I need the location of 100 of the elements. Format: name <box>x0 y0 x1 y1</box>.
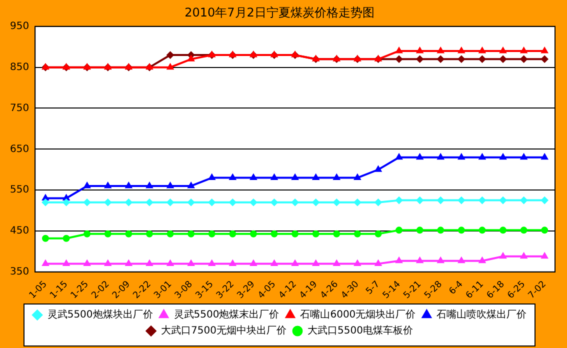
point <box>42 194 49 201</box>
point <box>333 198 340 206</box>
point <box>229 260 236 266</box>
y-tick-label: 950 <box>10 20 30 32</box>
point <box>62 198 70 206</box>
point <box>292 174 298 180</box>
point <box>42 234 49 242</box>
legend-label: 石嘴山6000无烟块出厂价 <box>300 308 416 321</box>
point <box>188 260 194 266</box>
point <box>250 174 257 180</box>
point <box>354 174 361 180</box>
point <box>292 230 299 238</box>
point <box>396 226 403 234</box>
point <box>396 47 402 54</box>
point <box>541 47 548 54</box>
point <box>541 226 548 234</box>
y-tick-label: 650 <box>10 144 30 155</box>
point <box>437 196 444 204</box>
point <box>374 198 382 206</box>
point <box>208 198 216 206</box>
point <box>478 226 486 234</box>
point <box>312 198 320 206</box>
point <box>500 196 507 204</box>
point <box>188 56 194 62</box>
point <box>500 56 507 63</box>
legend-label: 大武口5500电煤车板价 <box>308 324 413 337</box>
point <box>437 226 444 234</box>
y-tick-label: 850 <box>10 62 30 73</box>
point <box>354 230 361 238</box>
point <box>208 260 216 266</box>
point <box>437 257 444 264</box>
point <box>146 230 153 238</box>
point <box>541 56 548 63</box>
point <box>312 260 320 266</box>
point <box>42 260 49 266</box>
point <box>188 230 195 238</box>
point <box>500 252 506 259</box>
point <box>208 230 216 238</box>
point <box>374 230 382 238</box>
point <box>104 182 112 188</box>
point <box>229 174 236 180</box>
point <box>396 154 402 160</box>
point <box>229 230 236 238</box>
point <box>458 226 465 234</box>
point <box>146 198 153 206</box>
legend-label: 灵武5500炮煤块出厂价 <box>47 308 153 321</box>
point <box>104 230 112 238</box>
chart-title: 2010年7月2日宁夏煤炭价格走势图 <box>184 5 374 20</box>
point <box>354 198 361 206</box>
point <box>520 56 528 63</box>
point <box>312 230 320 238</box>
point <box>333 230 340 238</box>
point <box>500 226 507 234</box>
point <box>250 260 257 266</box>
point <box>458 154 465 160</box>
point <box>250 198 257 206</box>
point <box>541 252 548 259</box>
point <box>292 260 298 266</box>
point <box>416 196 424 204</box>
point <box>166 230 174 238</box>
point <box>500 47 506 54</box>
point <box>437 47 444 54</box>
point <box>416 56 424 63</box>
point <box>396 257 402 264</box>
point <box>84 182 90 188</box>
x-tick-label: 5-7 <box>364 279 382 297</box>
point <box>125 198 132 206</box>
point <box>520 226 528 234</box>
point <box>437 56 444 63</box>
point <box>354 260 361 266</box>
legend-label: 石嘴山喷吹煤出厂价 <box>436 308 527 321</box>
point <box>188 182 194 188</box>
point <box>84 198 91 206</box>
y-tick-label: 450 <box>10 226 30 237</box>
point <box>104 198 112 206</box>
point <box>333 260 340 266</box>
point <box>146 260 153 266</box>
point <box>478 196 486 204</box>
point <box>458 196 465 204</box>
point <box>125 230 132 238</box>
point <box>42 198 49 206</box>
point <box>84 230 91 238</box>
y-tick-label: 350 <box>10 266 30 278</box>
point <box>229 198 236 206</box>
point <box>396 56 403 63</box>
point <box>166 198 174 206</box>
point <box>437 154 444 160</box>
point <box>541 196 548 204</box>
point <box>208 174 216 180</box>
point <box>500 154 506 160</box>
x-tick-label: 6-4 <box>448 279 466 297</box>
y-tick-label: 750 <box>10 102 30 114</box>
point <box>166 52 174 59</box>
point <box>333 174 340 180</box>
point <box>292 198 299 206</box>
point <box>270 198 278 206</box>
legend-label: 灵武5500炮煤末出厂价 <box>174 308 280 321</box>
point <box>458 257 465 264</box>
point <box>541 154 548 160</box>
point <box>146 182 153 188</box>
